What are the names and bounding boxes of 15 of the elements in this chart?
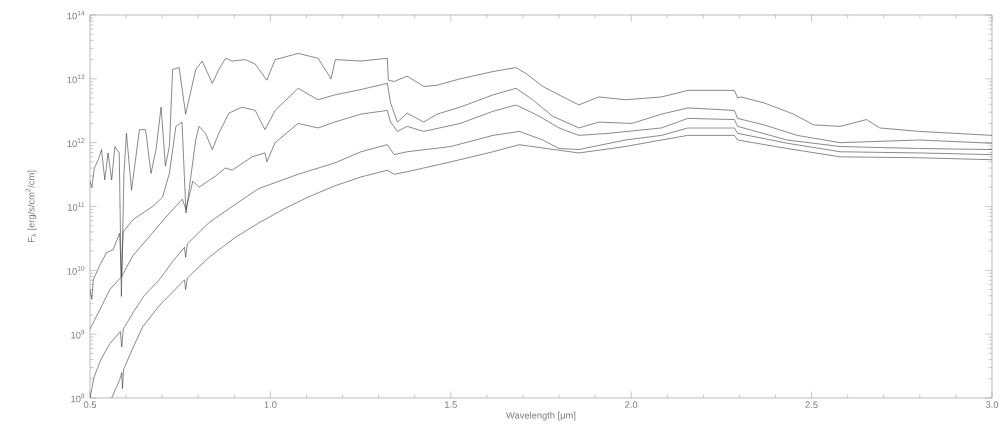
y-tick-label: 10$^{11}$ xyxy=(68,202,85,211)
x-tick-label: 3.0 xyxy=(985,401,999,408)
y-tick-label: 10$^{9}$ xyxy=(71,329,85,339)
y-tick-label: 10$^{14}$ xyxy=(67,10,85,20)
x-tick-label: 2.5 xyxy=(805,401,818,408)
x-tick-label: 2.0 xyxy=(625,401,638,408)
x-tick-label: 1.5 xyxy=(445,401,457,408)
y-tick-label: 10$^{8}$ xyxy=(71,393,85,403)
x-tick-label: 0.5 xyxy=(83,401,97,408)
y-tick-label: 10$^{10}$ xyxy=(67,265,85,275)
y-tick-label: 10$^{13}$ xyxy=(67,74,85,84)
y-tick-label: 10$^{12}$ xyxy=(67,138,85,148)
x-axis-title: Wavelength [μm] xyxy=(506,411,576,421)
x-tick-label: 1.0 xyxy=(264,401,277,408)
y-axis-title: F$_{λ}$ [erg/s/cm$^{2}$/cm] xyxy=(25,170,37,243)
